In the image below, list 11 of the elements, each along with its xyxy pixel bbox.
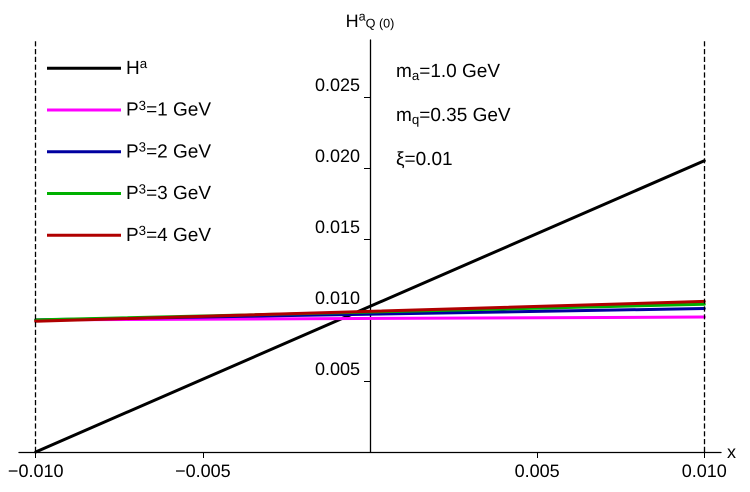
x-tick-label: −0.010 <box>8 461 64 481</box>
y-tick-label: 0.005 <box>314 358 360 379</box>
x-axis-title: x <box>727 442 736 462</box>
y-tick-label: 0.015 <box>314 216 360 237</box>
x-tick-label: −0.005 <box>175 461 231 481</box>
x-tick-label: 0.005 <box>514 461 560 481</box>
y-tick-label: 0.025 <box>314 74 360 95</box>
y-tick-label: 0.010 <box>314 288 360 308</box>
annotation: ξ=0.01 <box>396 149 453 170</box>
x-tick-label: 0.010 <box>682 461 727 481</box>
y-tick-label: 0.020 <box>314 146 360 166</box>
